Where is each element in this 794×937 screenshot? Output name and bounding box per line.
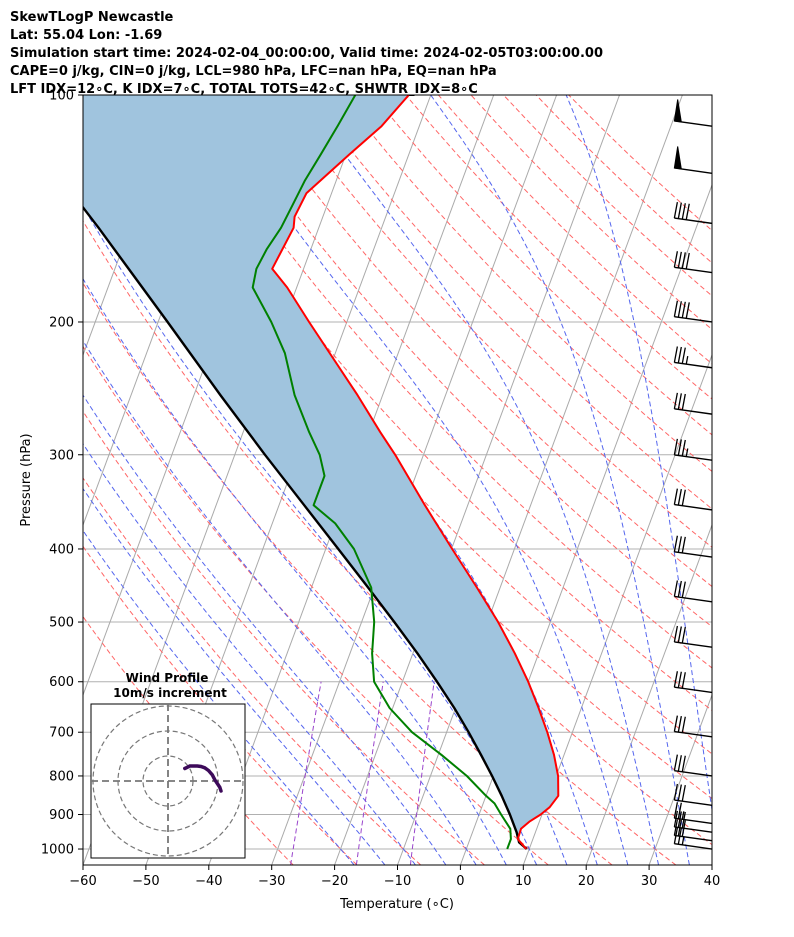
y-tick-label: 800: [49, 769, 74, 784]
dry-adiabat-line: [144, 95, 712, 712]
wind-barb: [673, 625, 712, 648]
moist-adiabat-line: [83, 487, 386, 865]
mixing-ratio-line: [409, 681, 435, 865]
wind-barb: [673, 535, 712, 558]
moist-adiabat-line: [565, 95, 712, 813]
parcel-temperature-area: [83, 95, 559, 849]
y-tick-label: 900: [49, 808, 74, 823]
wind-barb: [673, 783, 712, 806]
x-tick-label: 30: [641, 874, 658, 889]
wind-barb: [673, 146, 712, 174]
dry-adiabat-line: [83, 545, 358, 865]
x-tick-label: 20: [578, 874, 595, 889]
wind-barb: [673, 802, 712, 825]
wind-barb: [673, 580, 712, 603]
wind-barb: [673, 251, 712, 274]
moist-adiabat-line: [430, 95, 690, 865]
y-tick-label: 300: [49, 448, 74, 463]
wind-barb: [673, 671, 712, 694]
dry-adiabat-line: [209, 95, 712, 628]
parcel-profile-line: [83, 205, 528, 850]
isotherm-line: [397, 95, 683, 865]
lifted-indices-line: LFT IDX=12∘C, K IDX=7∘C, TOTAL TOTS=42∘C…: [10, 82, 478, 97]
dry-adiabat-line: [307, 95, 712, 510]
y-tick-label: 1000: [41, 843, 74, 858]
x-tick-label: −40: [195, 874, 222, 889]
wind-barb: [673, 346, 712, 369]
dry-adiabat-line: [83, 477, 422, 865]
moist-adiabat-line: [83, 277, 507, 865]
isotherm-line: [522, 353, 712, 865]
hodograph-trace: [183, 764, 223, 793]
y-tick-label: 700: [49, 726, 74, 741]
isotherm-line: [271, 95, 558, 865]
mixing-ratio-line: [355, 681, 384, 865]
isotherm-line: [711, 863, 712, 865]
simulation-time-line: Simulation start time: 2024-02-04_00:00:…: [10, 46, 603, 61]
stability-indices-line: CAPE=0 j/kg, CIN=0 j/kg, LCL=980 hPa, LF…: [10, 64, 497, 79]
chart-title: SkewTLogP Newcastle: [10, 10, 174, 25]
moist-adiabat-line: [83, 529, 355, 865]
dry-adiabat-line: [83, 345, 549, 865]
dry-adiabat-line: [242, 95, 712, 588]
chart-title-block: SkewTLogP Newcastle Lat: 55.04 Lon: -1.6…: [10, 9, 603, 99]
wind-barb: [673, 488, 712, 511]
wind-barb: [673, 99, 712, 127]
x-tick-label: −20: [321, 874, 348, 889]
dry-adiabat-line: [275, 95, 712, 548]
x-tick-label: −10: [384, 874, 411, 889]
hodograph-title: Wind Profile: [126, 671, 209, 685]
y-tick-label: 100: [49, 89, 74, 104]
isotherm-line: [648, 693, 712, 865]
x-tick-label: −60: [69, 874, 96, 889]
x-tick-label: −30: [258, 874, 285, 889]
moist-adiabat-line: [83, 394, 447, 865]
dry-adiabat-line: [83, 410, 485, 865]
wind-barb: [673, 300, 712, 323]
wind-barb: [673, 438, 712, 461]
y-tick-label: 500: [49, 616, 74, 631]
x-tick-label: 10: [515, 874, 532, 889]
y-tick-label: 400: [49, 542, 74, 557]
wind-barb: [673, 392, 712, 415]
x-tick-label: −50: [132, 874, 159, 889]
moist-adiabat-line: [83, 339, 477, 865]
x-tick-label: 0: [456, 874, 464, 889]
moist-adiabat-line: [83, 442, 416, 865]
dry-adiabat-line: [372, 95, 712, 436]
x-axis-label: Temperature (∘C): [339, 897, 454, 912]
location-line: Lat: 55.04 Lon: -1.69: [10, 28, 163, 43]
y-tick-label: 200: [49, 315, 74, 330]
moist-adiabat-line: [300, 95, 659, 865]
y-tick-label: 600: [49, 675, 74, 690]
mixing-ratio-line: [290, 681, 322, 865]
hodograph-subtitle: 10m/s increment: [113, 686, 227, 700]
dry-adiabat-line: [83, 282, 613, 865]
isotherm-line: [334, 95, 620, 865]
x-tick-label: 40: [704, 874, 721, 889]
dewpoint-profile-line: [251, 95, 512, 850]
wind-barb: [673, 715, 712, 738]
wind-barb: [673, 754, 712, 777]
wind-barb: [673, 201, 712, 225]
isotherm-line: [585, 523, 712, 865]
dry-adiabat-line: [405, 95, 712, 400]
temperature-profile-line: [271, 95, 560, 850]
y-axis-label: Pressure (hPa): [19, 433, 34, 526]
isotherm-line: [775, 95, 794, 865]
dry-adiabat-line: [535, 95, 712, 264]
